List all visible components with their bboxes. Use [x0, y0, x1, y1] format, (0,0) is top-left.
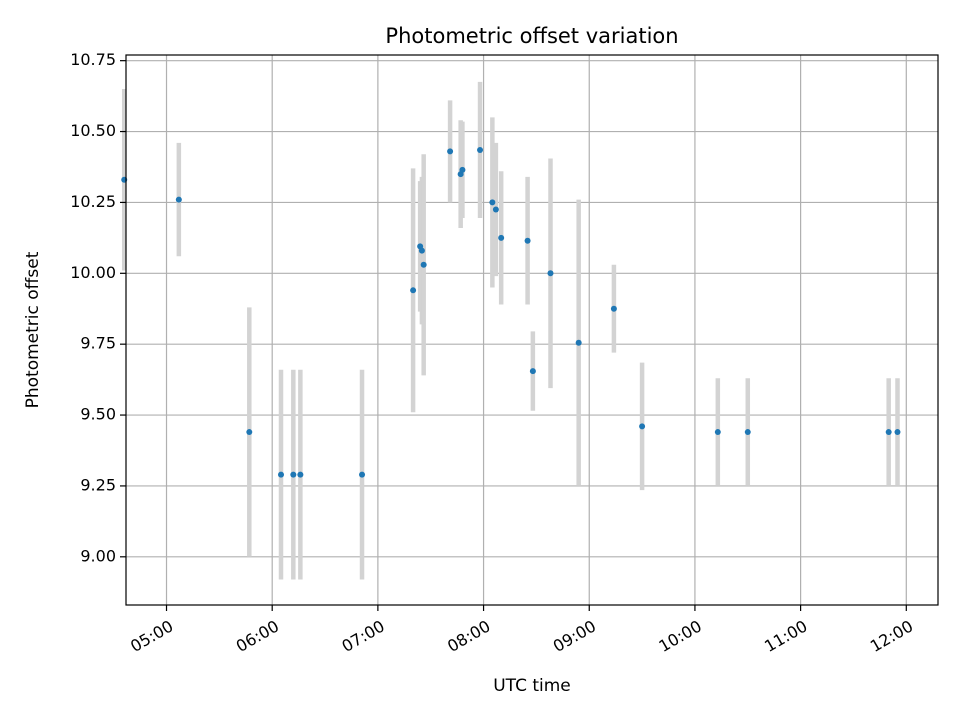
y-tick-label: 10.75	[70, 50, 116, 69]
y-tick-label: 10.50	[70, 121, 116, 140]
data-point	[410, 287, 417, 294]
data-point	[459, 166, 466, 173]
data-point	[489, 199, 496, 206]
data-point	[297, 471, 304, 478]
data-point	[639, 423, 646, 430]
data-point	[547, 270, 554, 277]
data-point	[290, 471, 297, 478]
data-point	[714, 429, 721, 436]
data-point	[447, 148, 454, 155]
y-tick-label: 10.00	[70, 263, 116, 282]
x-axis-label: UTC time	[493, 676, 571, 696]
data-point	[175, 196, 182, 203]
plot-frame	[125, 54, 939, 606]
data-point	[477, 146, 484, 153]
y-tick-label: 9.25	[80, 475, 116, 494]
y-tick-label: 9.00	[80, 546, 116, 565]
data-point	[744, 429, 751, 436]
data-point	[885, 429, 892, 436]
y-tick-label: 9.75	[80, 334, 116, 353]
y-tick-label: 10.25	[70, 192, 116, 211]
grid	[126, 55, 938, 605]
data-point	[610, 305, 617, 312]
y-axis-label: Photometric offset	[23, 251, 43, 408]
data-point	[498, 234, 505, 241]
chart-title: Photometric offset variation	[385, 24, 678, 48]
data-point	[524, 237, 531, 244]
data-point	[246, 429, 253, 436]
data-point	[575, 339, 582, 346]
y-axis-ticks: 9.00 9.25 9.50 9.75 10.00 10.25 10.50 10.75	[70, 50, 126, 565]
data-point	[359, 471, 366, 478]
data-point	[418, 247, 425, 254]
data-point	[492, 206, 499, 213]
data-points	[121, 146, 901, 478]
data-point	[420, 261, 427, 268]
data-point	[529, 368, 536, 375]
data-point	[894, 429, 901, 436]
data-point	[278, 471, 285, 478]
y-tick-label: 9.50	[80, 405, 116, 424]
